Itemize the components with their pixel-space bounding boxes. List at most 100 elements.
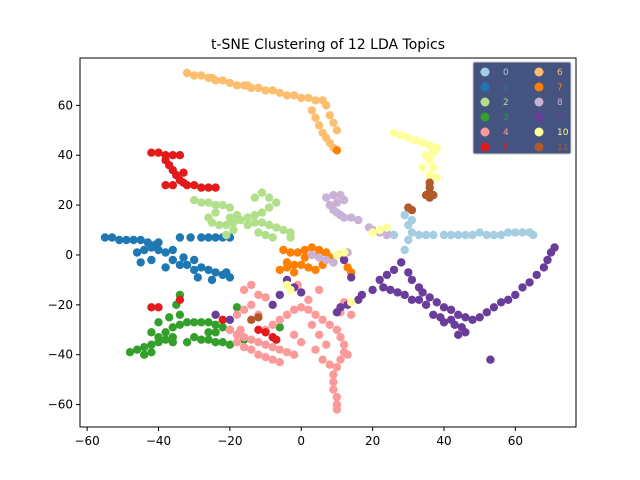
data-point — [293, 248, 302, 257]
data-point — [311, 310, 320, 319]
data-point — [161, 335, 170, 344]
data-point — [461, 230, 470, 240]
data-point — [289, 91, 299, 100]
data-point — [511, 290, 520, 300]
data-point — [275, 265, 284, 275]
data-point — [318, 355, 327, 364]
data-point — [354, 295, 363, 304]
data-point — [407, 205, 417, 215]
y-tick-label: 40 — [58, 148, 73, 162]
data-point — [232, 81, 242, 90]
data-point — [439, 303, 449, 312]
data-point — [207, 275, 217, 285]
data-point — [307, 250, 317, 260]
data-point — [407, 295, 417, 304]
data-point — [218, 200, 227, 210]
data-point — [550, 243, 559, 252]
data-point — [304, 263, 313, 272]
legend-marker — [480, 142, 490, 152]
y-tick-label: 0 — [65, 248, 73, 262]
data-point — [175, 151, 185, 160]
data-point — [382, 230, 392, 240]
data-point — [279, 245, 288, 255]
data-point — [197, 263, 206, 272]
data-point — [332, 308, 342, 317]
data-point — [100, 233, 110, 242]
data-point — [218, 338, 227, 347]
data-point — [393, 288, 402, 297]
legend-label: 1 — [503, 83, 509, 93]
series-topic-4 — [225, 280, 356, 414]
data-point — [225, 203, 235, 212]
axes-frame — [79, 57, 577, 428]
data-point — [429, 163, 438, 172]
data-point — [518, 283, 527, 292]
data-point — [239, 305, 249, 314]
data-point — [264, 193, 274, 202]
data-point — [190, 181, 199, 190]
data-point — [261, 328, 270, 337]
x-tick-label: −20 — [217, 434, 242, 448]
data-point — [154, 238, 163, 247]
data-point — [218, 315, 227, 324]
data-point — [186, 233, 195, 242]
data-point — [175, 320, 185, 329]
data-point — [140, 350, 149, 359]
data-point — [215, 220, 224, 230]
data-point — [332, 363, 342, 372]
data-point — [286, 233, 295, 242]
data-point — [204, 183, 213, 192]
data-point — [404, 268, 413, 277]
data-point — [318, 315, 327, 324]
data-point — [204, 335, 213, 344]
data-point — [382, 270, 392, 280]
data-point — [147, 328, 156, 337]
data-point — [297, 338, 306, 347]
data-point — [254, 350, 263, 359]
data-point — [175, 295, 185, 304]
data-point — [375, 225, 384, 235]
data-point — [432, 298, 441, 307]
data-point — [332, 405, 342, 414]
x-tick-label: −40 — [146, 434, 171, 448]
data-point — [400, 245, 409, 255]
data-point — [136, 258, 145, 267]
data-point — [211, 200, 220, 210]
data-point — [211, 268, 220, 277]
data-point — [450, 320, 459, 329]
data-point — [147, 243, 156, 252]
data-point — [211, 310, 220, 319]
data-point — [254, 290, 263, 300]
data-point — [272, 198, 281, 207]
legend-marker — [534, 97, 544, 107]
data-point — [193, 273, 202, 282]
data-point — [489, 303, 499, 312]
data-point — [329, 370, 338, 379]
data-point — [329, 377, 338, 387]
data-point — [311, 96, 320, 105]
data-point — [125, 348, 135, 357]
legend-marker — [534, 82, 544, 92]
data-point — [218, 76, 227, 85]
data-point — [339, 195, 349, 205]
data-point — [132, 248, 142, 257]
data-point — [275, 290, 284, 300]
y-tick-label: −60 — [48, 398, 73, 412]
data-point — [168, 255, 177, 265]
data-point — [261, 293, 270, 302]
data-point — [197, 71, 206, 80]
data-point — [332, 126, 342, 135]
data-point — [475, 228, 484, 237]
data-point — [225, 325, 235, 334]
data-point — [250, 193, 259, 202]
data-point — [204, 318, 213, 327]
data-point — [300, 253, 309, 262]
data-point — [429, 190, 438, 200]
data-point — [297, 93, 306, 103]
data-point — [289, 260, 299, 270]
y-axis: −60 −40 −20 0 20 40 60 — [48, 98, 80, 412]
data-point — [314, 285, 324, 295]
data-point — [461, 328, 470, 337]
legend-label: 4 — [503, 128, 509, 138]
data-point — [257, 208, 267, 217]
